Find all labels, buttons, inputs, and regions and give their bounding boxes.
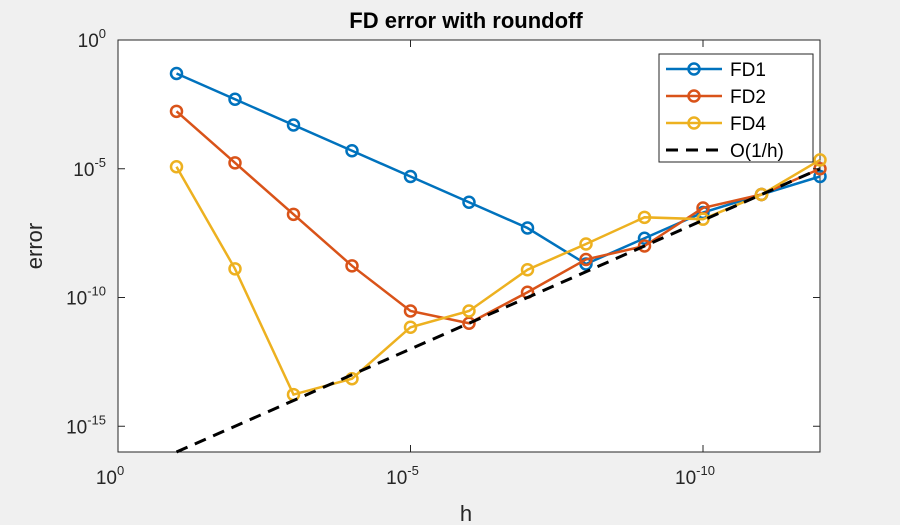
x-tick-label-2: 10-10 — [675, 463, 715, 489]
x-tick-label-0: 100 — [96, 463, 124, 489]
legend-marker-fd2 — [687, 89, 701, 103]
data-point-fd1-5 — [462, 195, 476, 210]
series-layer — [169, 66, 827, 454]
data-point-fd1-1 — [228, 92, 242, 107]
data-point-fd2-8 — [637, 239, 652, 253]
series-fd2 — [169, 104, 827, 330]
legend-item-fd2: FD2 — [666, 87, 766, 108]
data-point-fd2-5 — [462, 316, 476, 330]
series-o-1-h — [175, 167, 821, 454]
legend-item-fd4: FD4 — [666, 114, 766, 135]
x-tick-label-1: 10-5 — [386, 463, 419, 489]
data-point-fd2-0 — [169, 104, 184, 119]
data-point-fd4-10 — [754, 187, 769, 202]
legend-box — [658, 53, 814, 163]
data-point-fd1-11 — [813, 169, 827, 184]
data-point-fd2-7 — [579, 252, 593, 267]
data-point-fd4-5 — [462, 304, 476, 318]
data-point-fd1-2 — [286, 118, 301, 132]
chart-title: FD error with roundoff — [349, 8, 583, 33]
legend-label-fd1: FD1 — [730, 60, 766, 81]
data-point-fd4-1 — [228, 262, 242, 276]
y-tick-label-0: 100 — [78, 26, 106, 52]
legend-label-fd4: FD4 — [730, 114, 766, 135]
y-tick-label-2: 10-10 — [66, 284, 106, 310]
legend-label-fd2: FD2 — [730, 87, 766, 108]
legend-item-fd1: FD1 — [666, 60, 766, 81]
y-tick-label-1: 10-5 — [73, 155, 106, 181]
legend-marker-fd1 — [687, 62, 701, 76]
legend: FD1 FD2 FD4 O(1/h) — [658, 53, 814, 163]
data-point-fd4-4 — [403, 320, 418, 334]
data-point-fd4-11 — [813, 153, 827, 167]
y-axis-label: error — [22, 223, 47, 269]
data-point-fd2-2 — [286, 207, 301, 222]
y-tick-label-3: 10-15 — [66, 412, 106, 438]
data-point-fd4-0 — [169, 159, 184, 174]
legend-item-o-1-h: O(1/h) — [666, 141, 784, 162]
legend-marker-fd4 — [687, 116, 701, 130]
data-point-fd1-4 — [403, 169, 418, 184]
data-point-fd4-7 — [579, 237, 593, 251]
x-axis-ticks: 100 10-5 10-10 — [96, 40, 715, 489]
y-axis-ticks: 100 10-5 10-10 10-15 — [66, 26, 820, 438]
series-line-o-1-h — [175, 167, 821, 454]
data-point-fd1-3 — [345, 144, 359, 158]
series-line-fd1 — [175, 72, 821, 266]
data-point-fd2-1 — [228, 156, 242, 170]
data-point-fd4-8 — [637, 210, 652, 225]
x-axis-label: h — [460, 501, 472, 525]
data-point-fd2-3 — [345, 259, 359, 273]
data-point-fd1-6 — [520, 221, 535, 235]
data-point-fd1-8 — [637, 231, 652, 245]
data-point-fd4-6 — [520, 262, 535, 277]
series-line-fd2 — [175, 110, 821, 325]
data-point-fd2-4 — [403, 304, 418, 318]
legend-label-o-1-h: O(1/h) — [730, 141, 784, 162]
data-point-fd1-0 — [169, 66, 184, 81]
